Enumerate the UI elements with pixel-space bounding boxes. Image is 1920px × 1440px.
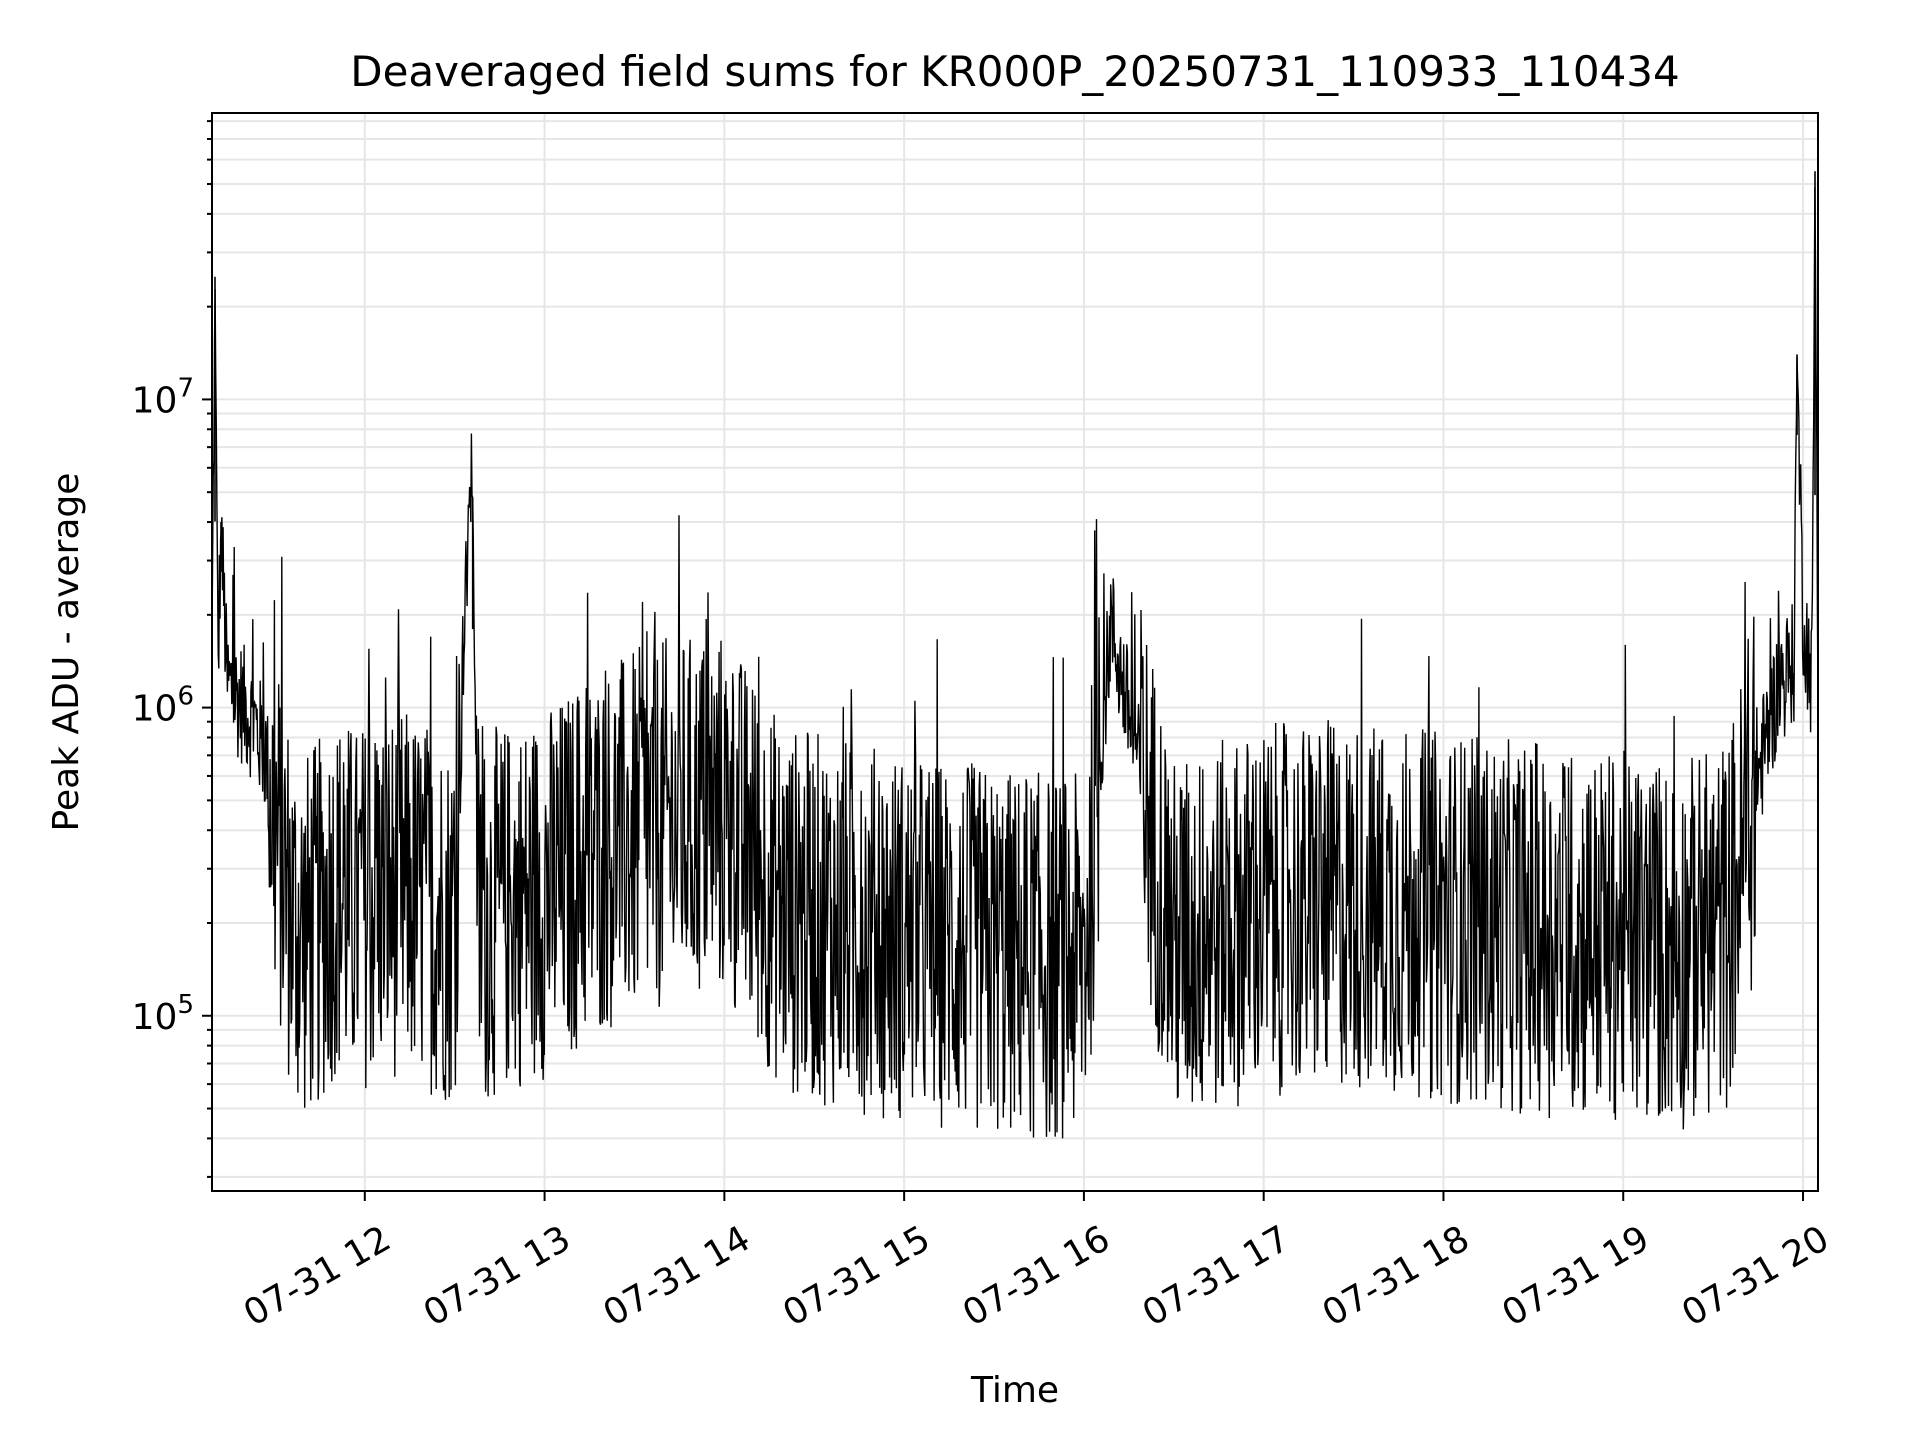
y-tick-label: 107 [132, 373, 194, 421]
y-tick-label: 106 [132, 682, 194, 730]
plot-frame [211, 112, 1819, 1192]
series-line [211, 186, 1819, 1139]
y-axis-label: Peak ADU - average [46, 473, 87, 832]
x-axis-label: Time [970, 1370, 1059, 1411]
y-tick-label: 105 [132, 990, 194, 1038]
chart-title: Deaveraged field sums for KR000P_2025073… [350, 47, 1680, 96]
series-layer [211, 171, 1819, 1139]
